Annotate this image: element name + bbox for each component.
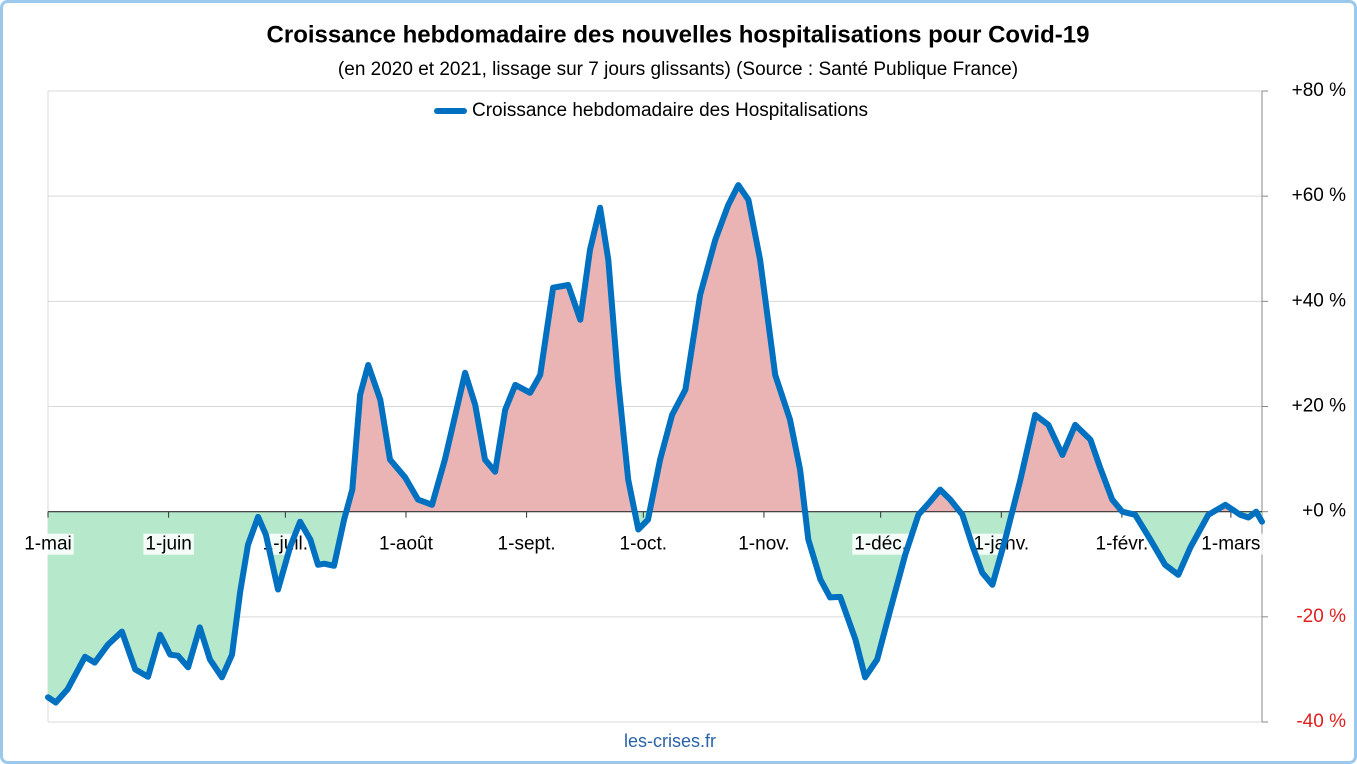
series-line — [45, 182, 1265, 706]
legend-label: Croissance hebdomadaire des Hospitalisat… — [472, 100, 868, 121]
x-tick-label-bg — [617, 533, 670, 555]
area-negative — [48, 511, 1262, 703]
x-tick-label-bg — [377, 533, 436, 555]
x-tick-label-bg — [22, 533, 74, 555]
x-tick-label: 1-mai — [24, 534, 72, 555]
x-tick-label-bg — [736, 533, 792, 555]
x-tick-label: 1-mars — [1201, 534, 1260, 555]
y-tick-label: +80 % — [1292, 80, 1347, 101]
x-tick-label: 1-févr. — [1096, 534, 1149, 555]
x-tick-label: 1-sept. — [498, 534, 556, 555]
x-tick-label-bg — [1199, 533, 1263, 555]
y-tick-label: +20 % — [1292, 396, 1347, 417]
x-tick-label-bg — [1093, 533, 1151, 555]
chart-subtitle: (en 2020 et 2021, lissage sur 7 jours gl… — [338, 59, 1018, 80]
chart-title: Croissance hebdomadaire des nouvelles ho… — [267, 21, 1090, 48]
x-tick-label-bg — [495, 533, 558, 555]
x-tick-label: 1-août — [379, 534, 434, 555]
x-tick-label: 1-déc. — [854, 534, 907, 555]
y-tick-label: +0 % — [1302, 501, 1346, 522]
x-tick-label: 1-juil. — [263, 534, 308, 555]
source: les-crises.fr — [624, 731, 716, 751]
y-tick-label: +40 % — [1292, 290, 1347, 311]
y-tick-label: -20 % — [1296, 606, 1346, 627]
x-tick-label-bg — [852, 533, 910, 555]
x-tick-label-bg — [260, 533, 311, 555]
x-tick-label: 1-juin — [145, 534, 191, 555]
x-tick-label: 1-nov. — [738, 534, 789, 555]
x-tick-label-bg — [143, 533, 194, 555]
area-positive — [346, 185, 1236, 512]
y-tick-label: +60 % — [1292, 185, 1347, 206]
y-tick-label: -40 % — [1296, 711, 1346, 732]
x-tick-label: 1-oct. — [620, 534, 668, 555]
